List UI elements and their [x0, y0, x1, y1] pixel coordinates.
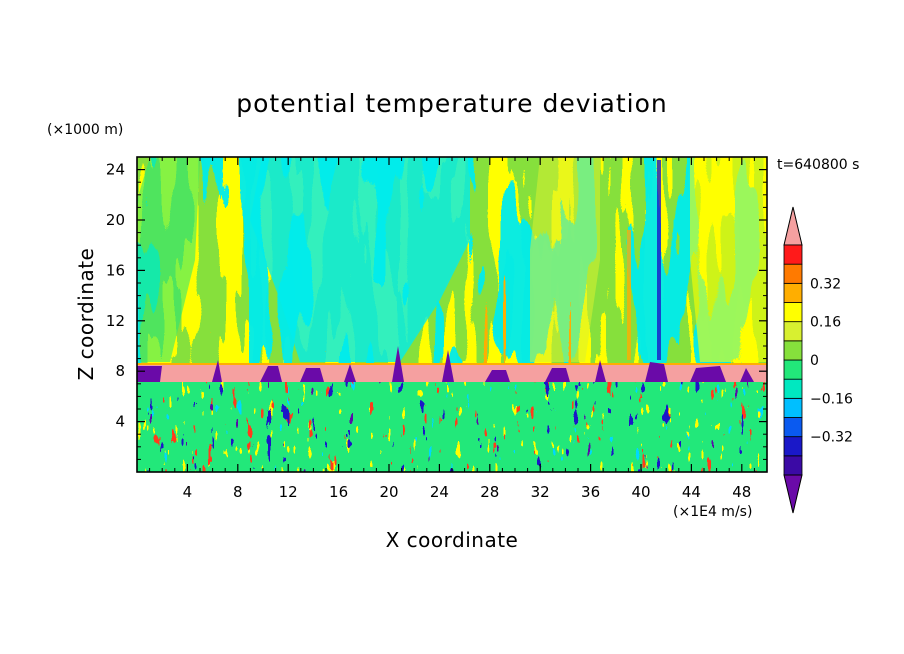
x-tick-label: 20	[379, 483, 398, 501]
colorbar-segment	[783, 436, 803, 457]
x-tick-label: 12	[279, 483, 298, 501]
colorbar-min-arrow	[783, 474, 803, 514]
chart-title: potential temperature deviation	[236, 89, 667, 118]
x-tick-label: 4	[183, 483, 193, 501]
y-tick-label: 12	[106, 312, 125, 330]
y-tick-label: 20	[106, 211, 125, 229]
x-tick-label: 28	[480, 483, 499, 501]
colorbar: 0.32 0.16 0 −0.16 −0.32	[783, 206, 853, 514]
x-tick-label: 16	[329, 483, 348, 501]
x-tick-label: 44	[682, 483, 701, 501]
colorbar-max-arrow	[783, 206, 803, 246]
x-tick-label: 24	[430, 483, 449, 501]
time-label: t=640800 s	[777, 157, 859, 173]
colorbar-segment	[783, 378, 803, 399]
colorbar-segment	[783, 397, 803, 418]
y-tick-label: 24	[106, 161, 125, 179]
colorbar-segment	[783, 244, 803, 265]
x-tick-label: 32	[531, 483, 550, 501]
colorbar-segment	[783, 455, 803, 476]
y-tick-label: 16	[106, 261, 125, 279]
colorbar-segment	[783, 417, 803, 438]
x-axis-ticks: 4 8 12 16 20 24 28 32 36 40 44 48	[149, 157, 755, 501]
colorbar-label: 0	[810, 353, 819, 369]
contour-field	[137, 157, 767, 472]
colorbar-segment	[783, 321, 803, 342]
colorbar-label: −0.32	[810, 430, 853, 446]
x-unit-label: (×1E4 m/s)	[673, 504, 752, 520]
y-axis-label: Z coordinate	[74, 248, 98, 381]
x-tick-label: 8	[233, 483, 243, 501]
y-axis-ticks: 4 8 12 16 20 24	[106, 161, 767, 460]
colorbar-label: 0.32	[810, 276, 841, 292]
warm-layer-plumes	[137, 346, 754, 382]
colorbar-label: 0.16	[810, 315, 841, 331]
x-tick-label: 48	[732, 483, 751, 501]
colorbar-segment	[783, 359, 803, 380]
colorbar-segment	[783, 282, 803, 303]
colorbar-segment	[783, 263, 803, 284]
x-axis-label: X coordinate	[386, 528, 519, 552]
colorbar-label: −0.16	[810, 391, 853, 407]
x-tick-label: 40	[631, 483, 650, 501]
y-tick-label: 8	[115, 362, 125, 380]
x-tick-label: 36	[581, 483, 600, 501]
colorbar-segment	[783, 340, 803, 361]
colorbar-segment	[783, 302, 803, 323]
y-tick-label: 4	[115, 413, 125, 431]
y-unit-label: (×1000 m)	[47, 122, 123, 138]
